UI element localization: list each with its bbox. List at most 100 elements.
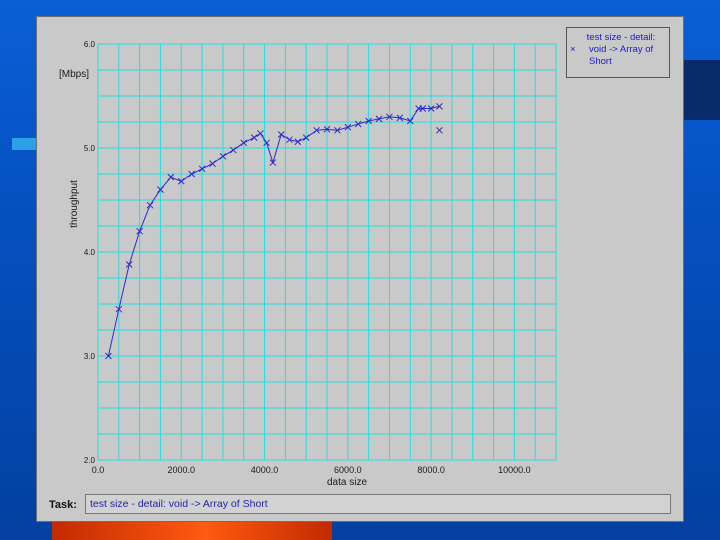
x-tick-label: 4000.0 — [251, 465, 279, 475]
data-point — [136, 227, 143, 235]
data-point — [269, 159, 277, 166]
data-point — [157, 186, 164, 193]
legend: test size - detail: × void -> Array of S… — [566, 27, 670, 78]
x-axis-label: data size — [327, 477, 367, 488]
y-tick-label: 4.0 — [84, 248, 96, 257]
marker-stroke — [269, 159, 277, 166]
data-point — [277, 131, 285, 138]
data-point — [375, 115, 383, 123]
throughput-chart: 0.0 2000.0 4000.0 6000.0 8000.0 10000.0 2.0 3.0… — [59, 40, 557, 488]
data-point — [334, 126, 341, 134]
marker-stroke — [146, 201, 154, 209]
marker-stroke — [115, 305, 123, 313]
marker-stroke — [167, 173, 175, 181]
grid-layer — [97, 43, 557, 461]
data-point — [146, 201, 154, 209]
x-tick-label: 10000.0 — [498, 465, 531, 475]
data-point — [427, 105, 435, 112]
legend-series-name: void -> Array of Short — [589, 44, 654, 67]
chart-window: 0.0 2000.0 4000.0 6000.0 8000.0 10000.0 2.0 3.0… — [36, 16, 684, 522]
marker-stroke — [323, 125, 331, 133]
x-tick-label: 8000.0 — [417, 465, 445, 475]
data-point — [209, 160, 216, 167]
marker-stroke — [294, 138, 302, 146]
marker-stroke — [219, 152, 227, 160]
marker-stroke — [250, 134, 258, 141]
x-tick-label: 6000.0 — [334, 465, 362, 475]
data-point — [250, 134, 258, 141]
task-label: Task: — [49, 499, 77, 511]
data-point — [125, 261, 133, 268]
background-orange-bar — [52, 518, 332, 540]
data-point — [286, 136, 293, 144]
data-point — [229, 146, 237, 154]
background-cyan-bar — [12, 138, 38, 150]
marker-stroke — [263, 139, 270, 147]
marker-stroke — [136, 227, 143, 235]
marker-stroke — [419, 105, 427, 112]
background-dark-block — [684, 60, 720, 120]
legend-marker-icon: × — [570, 44, 576, 55]
marker-stroke — [334, 126, 341, 134]
marker-stroke — [229, 146, 237, 154]
data-point — [436, 103, 443, 110]
data-point — [177, 177, 185, 185]
marker-stroke — [277, 131, 285, 138]
marker-stroke — [157, 186, 164, 193]
series-layer — [105, 103, 443, 360]
marker-stroke — [396, 114, 404, 122]
marker-stroke — [125, 261, 133, 268]
marker-stroke — [257, 130, 264, 137]
data-point — [219, 152, 227, 160]
marker-stroke — [302, 134, 310, 141]
marker-stroke — [177, 177, 185, 185]
y-tick-label: 6.0 — [84, 40, 96, 49]
data-point — [354, 120, 362, 128]
data-point — [188, 170, 196, 178]
data-point — [386, 113, 393, 121]
marker-stroke — [105, 352, 112, 360]
data-point — [313, 126, 320, 134]
data-point — [406, 117, 414, 125]
marker-stroke — [286, 136, 293, 144]
marker-stroke — [386, 113, 393, 121]
data-point — [396, 114, 404, 122]
marker-stroke — [198, 165, 206, 173]
y-tick-label: 5.0 — [84, 144, 96, 153]
data-point — [302, 134, 310, 141]
data-point — [344, 123, 352, 131]
data-point — [240, 139, 248, 147]
data-point — [115, 305, 123, 313]
marker-stroke — [375, 115, 383, 123]
y-tick-label: 3.0 — [84, 352, 96, 361]
marker-stroke — [436, 103, 443, 110]
marker-stroke — [406, 117, 414, 125]
marker-stroke — [313, 126, 320, 134]
data-point — [263, 139, 270, 147]
task-field[interactable]: test size - detail: void -> Array of Sho… — [85, 494, 671, 514]
marker-stroke — [365, 117, 372, 125]
marker-stroke — [209, 160, 216, 167]
y-axis-label: throughput — [69, 180, 80, 228]
x-tick-label: 2000.0 — [168, 465, 196, 475]
outlier-point — [419, 105, 427, 112]
legend-title: test size - detail: — [586, 32, 656, 43]
marker-stroke — [427, 105, 435, 112]
marker-stroke — [354, 120, 362, 128]
marker-stroke — [344, 123, 352, 131]
x-tick-label: 0.0 — [92, 465, 105, 475]
outlier-point — [436, 126, 443, 134]
data-point — [167, 173, 175, 181]
axis-layer: 0.0 2000.0 4000.0 6000.0 8000.0 10000.0 2.0 3.0… — [59, 40, 531, 488]
marker-stroke — [188, 170, 196, 178]
data-point — [257, 130, 264, 137]
data-point — [198, 165, 206, 173]
data-point — [105, 352, 112, 360]
y-unit-label: [Mbps] — [59, 69, 89, 80]
y-tick-label: 2.0 — [84, 456, 96, 465]
marker-stroke — [240, 139, 248, 147]
data-point — [294, 138, 302, 146]
marker-stroke — [436, 126, 443, 134]
data-point — [365, 117, 372, 125]
data-point — [323, 125, 331, 133]
